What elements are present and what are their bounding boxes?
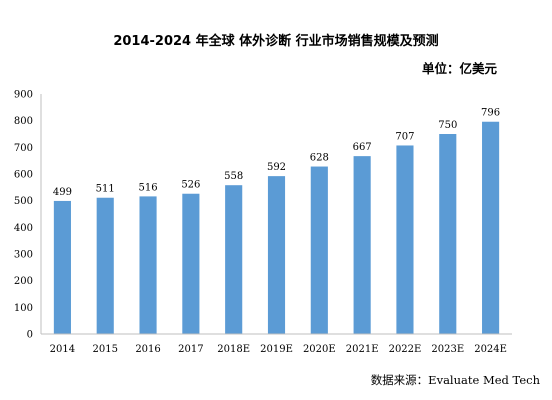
y-tick-label: 300 — [14, 250, 33, 261]
x-tick-label: 2023E — [431, 344, 464, 355]
x-tick-label: 2024E — [474, 344, 507, 355]
y-tick-label: 100 — [14, 303, 33, 314]
data-label: 592 — [267, 162, 286, 173]
y-tick-label: 200 — [14, 276, 33, 287]
bar-2017 — [182, 193, 200, 334]
x-tick-label: 2014 — [50, 344, 75, 355]
bar-2016 — [139, 196, 157, 334]
bar-2023E — [439, 134, 457, 334]
bar-2024E — [482, 121, 500, 334]
data-label: 516 — [138, 182, 157, 193]
bar-2018E — [225, 185, 243, 334]
x-tick-label: 2016 — [135, 344, 160, 355]
bar-2021E — [353, 156, 371, 334]
y-tick-label: 500 — [14, 196, 33, 207]
bar-2015 — [96, 197, 114, 334]
data-labels: 499 511 516 526 558 592 628 667 707 750 796 — [53, 108, 500, 198]
data-label: 796 — [481, 108, 500, 119]
data-label: 750 — [438, 120, 457, 131]
data-label: 667 — [353, 142, 372, 153]
data-label: 511 — [96, 184, 115, 195]
y-tick-label: 700 — [14, 143, 33, 154]
x-tick-label: 2020E — [303, 344, 336, 355]
y-axis: 0 100 200 300 400 500 600 700 800 900 — [14, 90, 42, 341]
y-tick-label: 900 — [14, 90, 33, 101]
x-tick-label: 2018E — [217, 344, 250, 355]
x-tick-label: 2021E — [346, 344, 379, 355]
data-label: 628 — [310, 153, 329, 164]
x-tick-label: 2015 — [93, 344, 118, 355]
source-label: 数据来源：Evaluate Med Tech — [371, 373, 541, 387]
y-tick-label: 800 — [14, 116, 33, 127]
x-tick-label: 2019E — [260, 344, 293, 355]
data-label: 499 — [53, 187, 72, 198]
y-tick-label: 0 — [27, 330, 33, 341]
x-tick-label: 2022E — [389, 344, 422, 355]
unit-label: 单位：亿美元 — [422, 61, 498, 76]
data-label: 558 — [224, 171, 243, 182]
y-tick-label: 600 — [14, 170, 33, 181]
data-label: 707 — [395, 131, 414, 142]
bar-2020E — [310, 166, 328, 334]
data-label: 526 — [181, 180, 200, 191]
chart-title: 2014-2024 年全球 体外诊断 行业市场销售规模及预测 — [113, 33, 438, 49]
bar-series — [53, 121, 500, 334]
bar-2022E — [396, 145, 414, 334]
x-axis: 2014 2015 2016 2017 2018E 2019E 2020E 2021E 2022… — [41, 333, 512, 355]
x-tick-label: 2017 — [178, 344, 203, 355]
bar-2014 — [53, 200, 71, 334]
y-tick-label: 400 — [14, 223, 33, 234]
bar-2019E — [267, 176, 286, 334]
